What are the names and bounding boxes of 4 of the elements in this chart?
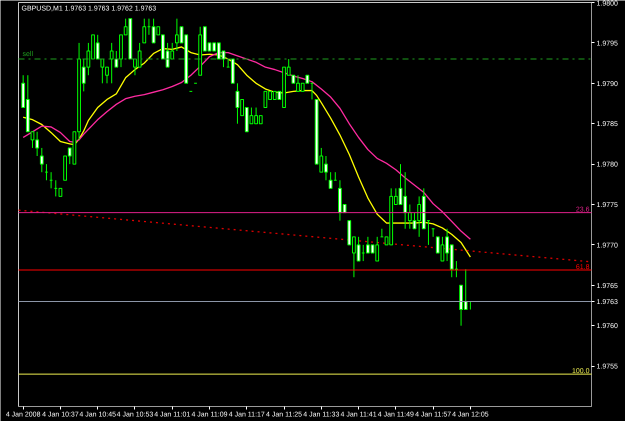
candlestick bbox=[110, 42, 114, 84]
candlestick bbox=[142, 18, 146, 44]
candlestick bbox=[40, 147, 44, 173]
candlestick bbox=[328, 172, 333, 189]
